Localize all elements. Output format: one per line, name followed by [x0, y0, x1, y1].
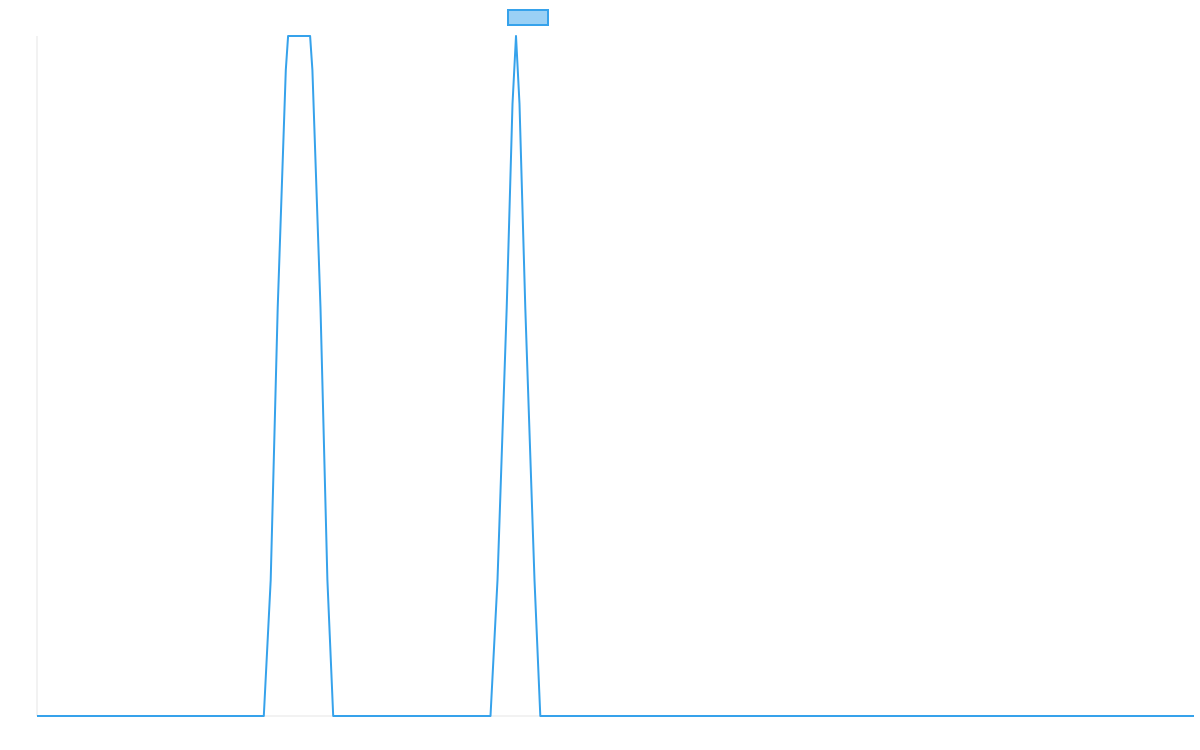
legend[interactable]	[507, 9, 549, 26]
series-line-0[interactable]	[37, 35, 1194, 717]
legend-swatch-0[interactable]	[507, 9, 549, 26]
axes	[36, 36, 1194, 717]
series-layer	[37, 35, 1194, 717]
